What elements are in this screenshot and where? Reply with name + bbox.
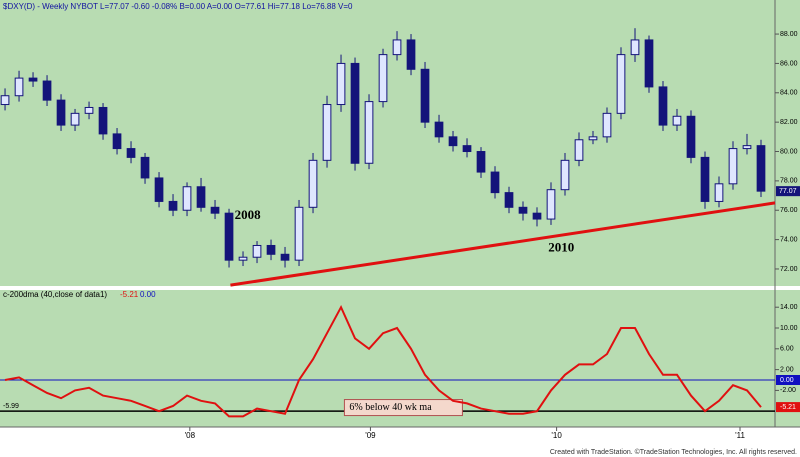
- candle-body: [14, 77, 24, 97]
- y-tick-label: 74.00: [780, 236, 798, 243]
- candle-body: [28, 77, 38, 82]
- y-tick-label: 72.00: [780, 266, 798, 273]
- candle-body: [700, 156, 710, 202]
- candle-body: [560, 159, 570, 191]
- last-price-box: [776, 186, 800, 197]
- annotation-box: [343, 399, 463, 417]
- candle-body: [462, 145, 472, 153]
- candle-body: [350, 62, 360, 164]
- candle-body: [70, 112, 80, 126]
- annotation: 6% below 40 wk ma: [349, 402, 432, 413]
- candle-body: [490, 171, 500, 194]
- candle-body: [336, 62, 346, 106]
- candle-body: [308, 159, 318, 208]
- candle-body: [448, 136, 458, 147]
- y-tick-label: 84.00: [780, 90, 798, 97]
- y-tick-label: -2.00: [780, 387, 796, 394]
- y-tick-label: 80.00: [780, 148, 798, 155]
- candle-body: [98, 106, 108, 135]
- candle-body: [420, 68, 430, 123]
- candle-body: [280, 253, 290, 261]
- candle-body: [322, 104, 332, 161]
- candle-body: [546, 189, 556, 220]
- candle-body: [126, 148, 136, 158]
- reference-label: 0.00: [780, 377, 794, 384]
- y-tick-label: 76.00: [780, 207, 798, 214]
- last-value-box: [776, 402, 800, 413]
- y-tick-label: 2.00: [780, 366, 794, 373]
- candle-body: [756, 145, 766, 192]
- candle-body: [224, 212, 234, 261]
- candle-body: [0, 95, 10, 106]
- candle-body: [56, 99, 66, 126]
- candle-body: [602, 112, 612, 138]
- candle-body: [616, 54, 626, 114]
- candle-body: [140, 156, 150, 179]
- candle-body: [504, 192, 514, 208]
- candle-body: [476, 151, 486, 173]
- x-tick-label: '11: [735, 431, 745, 440]
- annotation: 2010: [548, 239, 574, 254]
- candle-body: [252, 244, 262, 258]
- candle-body: [196, 186, 206, 208]
- candle-body: [112, 133, 122, 150]
- last-price-label: 77.07: [779, 188, 797, 195]
- candle-body: [168, 200, 178, 211]
- y-tick-label: 6.00: [780, 346, 794, 353]
- x-tick-label: '10: [551, 431, 562, 440]
- y-tick-label: 82.00: [780, 119, 798, 126]
- y-tick-label: 78.00: [780, 178, 798, 185]
- x-tick-label: '08: [185, 431, 196, 440]
- candle-body: [672, 115, 682, 126]
- candle-body: [294, 206, 304, 261]
- y-tick-label: 86.00: [780, 60, 798, 67]
- candle-body: [378, 54, 388, 103]
- candle-body: [574, 139, 584, 161]
- y-tick-label: 88.00: [780, 31, 798, 38]
- candle-body: [154, 177, 164, 202]
- candle-body: [434, 121, 444, 138]
- candle-body: [686, 115, 696, 158]
- candle-body: [630, 39, 640, 56]
- candle-body: [714, 183, 724, 202]
- candle-body: [728, 148, 738, 185]
- candle-body: [266, 244, 276, 255]
- indicator-value: -5.21: [120, 290, 139, 299]
- candle-body: [42, 80, 52, 101]
- candle-body: [406, 39, 416, 70]
- trendline: [230, 201, 776, 287]
- candle-body: [84, 106, 94, 114]
- candle-body: [588, 136, 598, 141]
- indicator-value: 0.00: [140, 290, 156, 299]
- annotation: 2008: [235, 207, 261, 222]
- candle-body: [238, 256, 248, 261]
- candle-body: [392, 39, 402, 56]
- candle-body: [658, 86, 668, 126]
- price-title: $DXY(D) - Weekly NYBOT L=77.07 -0.60 -0.…: [3, 2, 353, 11]
- footer: Created with TradeStation. ©TradeStation…: [550, 448, 797, 456]
- candle-body: [518, 206, 528, 214]
- reference-label: -5.99: [3, 403, 19, 410]
- candle-body: [742, 145, 752, 150]
- candle-body: [210, 206, 220, 214]
- x-tick-label: '09: [365, 431, 376, 440]
- indicator-title: c-200dma (40,close of data1): [3, 290, 107, 299]
- y-tick-label: 14.00: [780, 304, 798, 311]
- candle-body: [644, 39, 654, 88]
- indicator-line: [4, 304, 762, 418]
- candle-body: [182, 186, 192, 211]
- last-value-label: -5.21: [780, 404, 796, 411]
- candle-body: [364, 101, 374, 164]
- reference-box: [776, 374, 800, 385]
- candle-body: [532, 212, 542, 220]
- y-tick-label: 10.00: [780, 325, 798, 332]
